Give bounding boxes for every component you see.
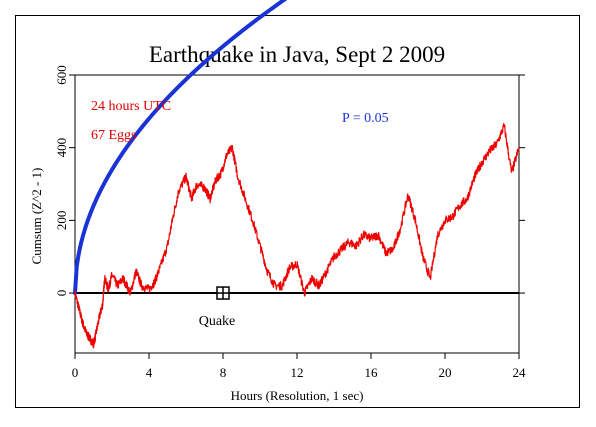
y-tick-label: 0 [54, 290, 69, 297]
x-tick-label: 24 [513, 365, 527, 380]
chart-frame [15, 15, 580, 408]
time-annotation: 24 hours UTC [91, 99, 171, 114]
x-tick-label: 20 [439, 365, 452, 380]
y-tick-label: 600 [54, 65, 69, 85]
chart-title: Earthquake in Java, Sept 2 2009 [149, 42, 445, 67]
x-tick-label: 8 [220, 365, 227, 380]
x-tick-label: 0 [72, 365, 79, 380]
cumsum-line [74, 123, 520, 349]
p-value-annotation: P = 0.05 [342, 111, 389, 126]
y-tick-label: 200 [54, 211, 69, 231]
x-tick-label: 16 [365, 365, 379, 380]
x-tick-label: 4 [146, 365, 153, 380]
plot-area: 0 4 8 12 16 20 24 0 200 400 600 [54, 0, 526, 380]
quake-label: Quake [199, 314, 236, 329]
x-tick-label: 12 [291, 365, 304, 380]
eggs-annotation: 67 Eggs [91, 128, 137, 143]
x-axis-label: Hours (Resolution, 1 sec) [231, 388, 364, 403]
y-tick-label: 400 [54, 138, 69, 158]
y-axis-label: Cumsum (Z^2 - 1) [29, 168, 44, 265]
p-envelope-curve [73, 0, 288, 296]
